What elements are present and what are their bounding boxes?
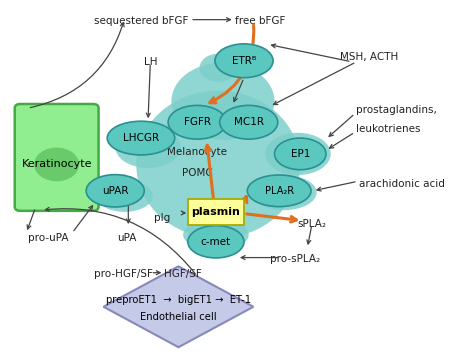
Text: LH: LH	[144, 57, 157, 67]
Text: pro-uPA: pro-uPA	[28, 233, 69, 243]
Ellipse shape	[168, 105, 226, 139]
FancyBboxPatch shape	[15, 104, 99, 211]
Text: ETRᴮ: ETRᴮ	[232, 56, 256, 66]
Text: arachidonic acid: arachidonic acid	[359, 178, 445, 188]
Ellipse shape	[137, 91, 300, 238]
Ellipse shape	[251, 175, 317, 210]
Text: Keratinocyte: Keratinocyte	[21, 160, 92, 170]
Text: MC1R: MC1R	[234, 117, 264, 127]
Text: leukotrienes: leukotrienes	[356, 124, 421, 134]
Ellipse shape	[183, 219, 249, 251]
Text: EP1: EP1	[291, 149, 310, 159]
Text: prostaglandins,: prostaglandins,	[356, 105, 438, 115]
Text: FGFR: FGFR	[184, 117, 210, 127]
Ellipse shape	[107, 121, 175, 155]
Text: sequestered bFGF: sequestered bFGF	[94, 16, 189, 26]
Circle shape	[34, 147, 79, 181]
Text: preproET1  →  bigET1 →  ET-1: preproET1 → bigET1 → ET-1	[106, 296, 251, 306]
Ellipse shape	[215, 44, 273, 77]
Text: Endothelial cell: Endothelial cell	[140, 312, 217, 322]
Ellipse shape	[219, 105, 278, 139]
Text: PLA₂R: PLA₂R	[264, 186, 294, 196]
Ellipse shape	[247, 175, 311, 207]
Ellipse shape	[115, 126, 181, 168]
FancyBboxPatch shape	[188, 199, 244, 225]
Text: Melanocyte: Melanocyte	[167, 147, 227, 157]
Text: HGF/SF: HGF/SF	[164, 269, 202, 279]
Text: plg: plg	[154, 213, 171, 223]
Text: free bFGF: free bFGF	[235, 16, 285, 26]
Text: pro-sPLA₂: pro-sPLA₂	[271, 254, 320, 264]
Text: MSH, ACTH: MSH, ACTH	[340, 52, 398, 62]
Polygon shape	[103, 266, 254, 347]
Ellipse shape	[200, 54, 237, 82]
Text: pro-HGF/SF: pro-HGF/SF	[94, 269, 153, 279]
Text: sPLA₂: sPLA₂	[298, 219, 327, 229]
Text: c-met: c-met	[201, 237, 231, 247]
Ellipse shape	[265, 133, 331, 175]
Text: LHCGR: LHCGR	[123, 133, 159, 143]
Text: plasmin: plasmin	[191, 207, 240, 217]
Text: tPA: tPA	[96, 177, 113, 187]
Text: uPA: uPA	[117, 233, 137, 243]
Ellipse shape	[86, 175, 144, 207]
Text: uPAR: uPAR	[102, 186, 128, 196]
Text: POMC: POMC	[182, 168, 212, 178]
Ellipse shape	[97, 180, 153, 212]
Ellipse shape	[172, 62, 274, 140]
Ellipse shape	[274, 138, 326, 170]
Ellipse shape	[188, 226, 244, 258]
